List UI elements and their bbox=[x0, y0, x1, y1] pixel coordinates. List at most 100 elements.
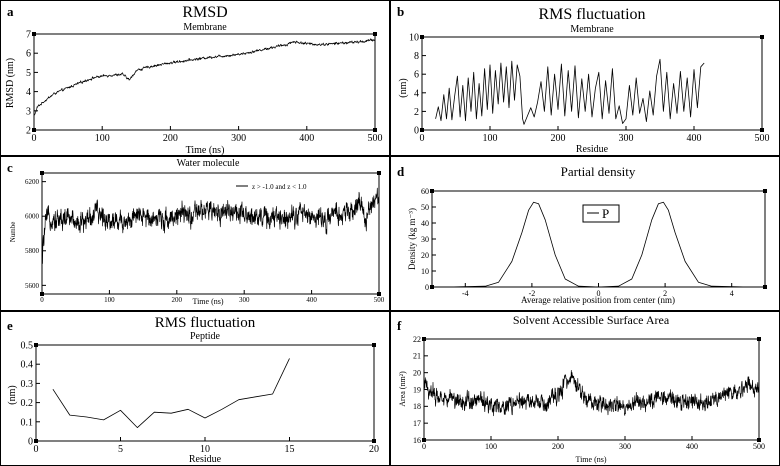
panel-f-ytick-label: 21 bbox=[413, 352, 421, 361]
panel-c-ylabel: Numbe bbox=[9, 222, 17, 243]
panel-a-title: RMSD bbox=[182, 4, 227, 21]
panel-c-corner-marker bbox=[377, 171, 381, 175]
panel-f-xtick-label: 300 bbox=[619, 442, 631, 451]
panel-b-title: RMS fluctuation bbox=[538, 6, 645, 23]
panel-c-ytick-label: 6200 bbox=[25, 178, 40, 186]
panel-b-label: b bbox=[397, 4, 404, 19]
panel-c-ytick-label: 5600 bbox=[25, 282, 40, 290]
panel-b-ytick-label: 2 bbox=[414, 107, 419, 118]
panel-e-xlabel: Residue bbox=[189, 454, 222, 465]
panel-d-ytick-label: 60 bbox=[421, 187, 429, 196]
panel-f-xtick-label: 500 bbox=[753, 442, 765, 451]
panel-c-xtick-label: 500 bbox=[374, 296, 385, 304]
panel-e-ytick-label: 0.4 bbox=[21, 360, 34, 371]
panel-f-corner-marker bbox=[422, 337, 426, 341]
panel-a-corner-marker bbox=[373, 32, 377, 36]
panel-a-xtick-label: 100 bbox=[95, 133, 110, 144]
panel-b-xlabel: Residue bbox=[576, 144, 609, 155]
panel-b-ytick-label: 6 bbox=[414, 70, 419, 81]
panel-d-xlabel: Average relative position from center (n… bbox=[521, 295, 675, 305]
panel-b-xtick-label: 500 bbox=[755, 133, 770, 144]
panel-d-corner-marker bbox=[430, 189, 434, 193]
panel-a-xtick-label: 200 bbox=[163, 133, 178, 144]
panel-a-xlabel: Time (ns) bbox=[186, 145, 225, 156]
panel-c-legend: z > -1.0 and z < 1.0 bbox=[236, 183, 307, 191]
panel-c-ytick-label: 5800 bbox=[25, 247, 40, 255]
panel-a-frame bbox=[0, 0, 390, 156]
panel-c-plot: 0 100 200 300 400 500 5600 5800 6000 6200 bbox=[25, 171, 385, 304]
panel-f-ytick-label: 16 bbox=[413, 436, 421, 445]
panel-d-legend-text: P bbox=[602, 206, 609, 221]
panel-f-ytick-label: 19 bbox=[413, 385, 421, 394]
panel-b-ytick-label: 10 bbox=[409, 33, 419, 44]
panel-a-ylabel: RMSD (nm) bbox=[5, 58, 16, 108]
panel-d: d Partial density Average relative posit… bbox=[397, 164, 767, 305]
panel-e-ytick-label: 0 bbox=[28, 437, 33, 448]
panel-d-corner-marker bbox=[430, 285, 434, 289]
panel-d-label: d bbox=[397, 164, 405, 179]
panel-b-plot-area bbox=[421, 36, 763, 131]
panel-d-ytick-label: 0 bbox=[425, 283, 429, 292]
panel-f-xtick-label: 100 bbox=[485, 442, 497, 451]
panel-e: e RMS fluctuation Peptide Residue (nm) 0… bbox=[7, 315, 379, 465]
panel-e-xtick-label: 15 bbox=[285, 444, 295, 455]
panel-f-series-line bbox=[423, 370, 760, 417]
panel-e-corner-marker bbox=[34, 343, 38, 347]
panel-c-title: Water molecule bbox=[177, 158, 240, 169]
panel-b-xtick-label: 200 bbox=[551, 133, 566, 144]
panel-e-ytick-label: 0.2 bbox=[21, 398, 34, 409]
panel-e-xtick-label: 10 bbox=[200, 444, 210, 455]
panel-d-legend: P bbox=[582, 204, 620, 223]
panel-c-corner-marker bbox=[377, 292, 381, 296]
panel-c-series-line bbox=[41, 187, 380, 264]
panel-b-corner-marker bbox=[420, 35, 424, 39]
panel-a-xtick-label: 300 bbox=[231, 133, 246, 144]
panel-b-corner-marker bbox=[760, 35, 764, 39]
panel-d-ytick-label: 30 bbox=[421, 235, 429, 244]
panel-f-xlabel: Time (ns) bbox=[575, 455, 606, 464]
panel-c-xlabel: Time (ns) bbox=[192, 297, 223, 306]
panel-f: f Solvent Accessible Surface Area Time (… bbox=[397, 313, 765, 464]
panel-b-xtick-label: 0 bbox=[420, 133, 425, 144]
panel-f-plot: 0 100 200 300 400 500 16 17 18 19 20 21 22 bbox=[413, 335, 765, 451]
panel-d-ytick-label: 50 bbox=[421, 203, 429, 212]
panel-f-ytick-label: 22 bbox=[413, 335, 421, 344]
panel-e-xtick-label: 5 bbox=[118, 444, 123, 455]
panel-e-plot: 0 5 10 15 20 0 0.1 0.2 0.3 0.4 0.5 bbox=[21, 341, 380, 456]
panel-d-ytick-label: 40 bbox=[421, 219, 429, 228]
panel-d-xtick-label: 0 bbox=[597, 289, 601, 298]
panel-d-xtick-label: 2 bbox=[663, 289, 667, 298]
panel-b-subtitle: Membrane bbox=[570, 24, 614, 35]
panel-f-xtick-label: 200 bbox=[552, 442, 564, 451]
panel-f-plot-area bbox=[423, 338, 760, 441]
panel-b-ytick-label: 8 bbox=[414, 51, 419, 62]
panel-a-ytick-label: 6 bbox=[26, 49, 31, 60]
panel-e-ytick-label: 0.3 bbox=[21, 379, 34, 390]
panel-d-xtick-label: -4 bbox=[462, 289, 469, 298]
panel-c-xtick-label: 200 bbox=[172, 296, 183, 304]
panel-f-corner-marker bbox=[757, 337, 761, 341]
panel-f-ytick-label: 17 bbox=[413, 419, 421, 428]
panel-d-title: Partial density bbox=[561, 164, 636, 179]
panel-a-label: a bbox=[7, 4, 14, 19]
panel-a-series-line bbox=[33, 38, 376, 117]
panel-f-corner-marker bbox=[757, 438, 761, 442]
panel-c-frame bbox=[0, 156, 390, 311]
panel-f-xtick-label: 400 bbox=[686, 442, 698, 451]
panel-b-ytick-label: 0 bbox=[414, 126, 419, 137]
panel-d-ylabel: Density (kg m⁻³) bbox=[407, 208, 417, 270]
panel-e-corner-marker bbox=[34, 439, 38, 443]
panel-f-ytick-label: 18 bbox=[413, 402, 421, 411]
panel-a-corner-marker bbox=[32, 32, 36, 36]
panel-f-label: f bbox=[397, 318, 402, 333]
panel-a-ytick-label: 3 bbox=[26, 106, 31, 117]
panel-e-ylabel: (nm) bbox=[7, 385, 18, 404]
panel-e-subtitle: Peptide bbox=[190, 331, 221, 342]
panel-b: b RMS fluctuation Membrane Residue (nm) … bbox=[397, 4, 770, 155]
panel-e-corner-marker bbox=[372, 343, 376, 347]
panel-c-corner-marker bbox=[40, 171, 44, 175]
panel-b-corner-marker bbox=[420, 128, 424, 132]
panel-a-plot-area bbox=[33, 33, 376, 131]
